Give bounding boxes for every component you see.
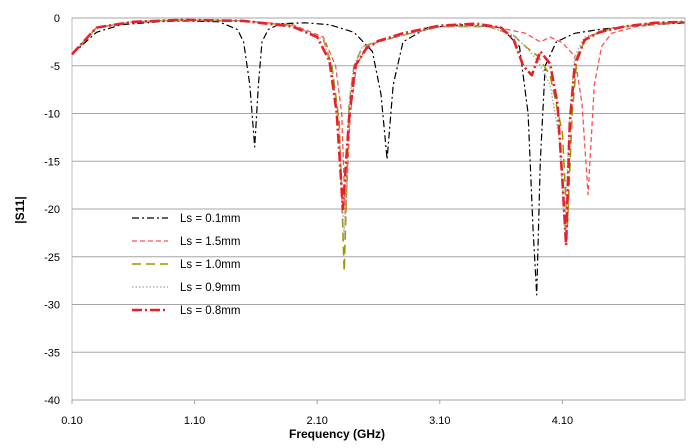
x-tick-label: 1.10 — [184, 415, 205, 427]
x-tick-label: 3.10 — [429, 415, 450, 427]
y-tick-label: -20 — [44, 204, 60, 216]
axis-layer: 0 -5 -10 -15 -20 -25 -30 -35 -400.10 1.10 2.10 3.10… — [44, 13, 573, 427]
series-layer — [71, 18, 686, 296]
y-tick-label: -40 — [44, 395, 60, 407]
y-tick-label: -30 — [44, 300, 60, 312]
y-tick-label: -25 — [44, 252, 60, 264]
legend-label: Ls = 1.5mm — [180, 236, 240, 248]
grid-layer — [71, 17, 686, 401]
x-tick-label: 4.10 — [552, 415, 573, 427]
legend-label: Ls = 0.1mm — [180, 213, 240, 225]
legend-label: Ls = 0.9mm — [180, 282, 240, 294]
series-line-4 — [71, 19, 686, 239]
y-tick-label: -15 — [44, 156, 60, 168]
y-tick-label: 0 — [54, 13, 60, 25]
series-line-3 — [71, 19, 686, 272]
x-axis-title: Frequency (GHz) — [289, 427, 385, 441]
y-axis-title: |S11| — [13, 196, 27, 223]
series-line-5 — [71, 18, 686, 247]
legend-label: Ls = 0.8mm — [180, 305, 240, 317]
series-line-1 — [71, 20, 686, 296]
y-tick-label: -10 — [44, 109, 60, 121]
y-tick-label: -35 — [44, 347, 60, 359]
legend-label: Ls = 1.0mm — [180, 259, 240, 271]
legend: Ls = 0.1mm Ls = 1.5mm Ls = 1.0mm Ls = 0.9mm… — [132, 213, 240, 317]
series-line-2 — [71, 19, 686, 220]
x-tick-label: 2.10 — [306, 415, 327, 427]
y-tick-label: -5 — [50, 61, 60, 73]
x-tick-label: 0.10 — [61, 415, 82, 427]
